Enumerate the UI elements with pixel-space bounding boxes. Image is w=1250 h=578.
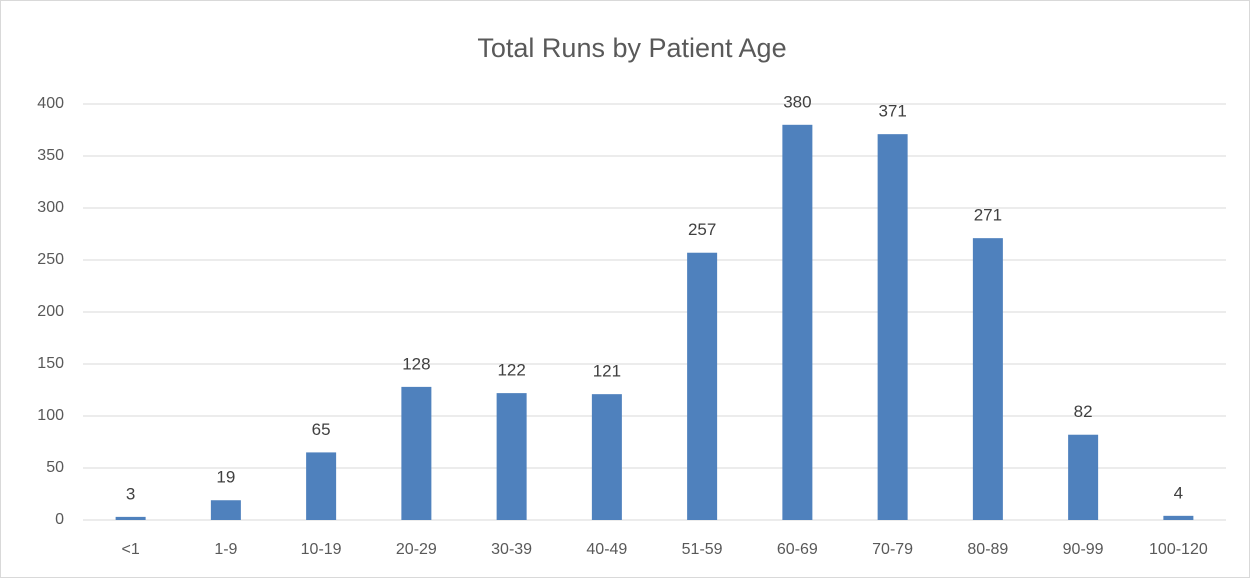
bar <box>972 238 1003 520</box>
data-label: 3 <box>126 484 135 503</box>
data-label: 271 <box>974 206 1002 225</box>
bar <box>401 386 432 520</box>
data-label: 121 <box>593 362 621 381</box>
data-label: 82 <box>1074 402 1093 421</box>
bar <box>687 252 718 520</box>
data-label: 19 <box>216 468 235 487</box>
bar <box>1163 515 1194 520</box>
x-tick-label: 70-79 <box>872 541 913 558</box>
y-tick-label: 150 <box>37 355 64 372</box>
x-tick-label: 51-59 <box>682 541 723 558</box>
data-label: 122 <box>497 361 525 380</box>
y-tick-label: 350 <box>37 147 64 164</box>
bar <box>782 124 813 521</box>
x-tick-label: 20-29 <box>396 541 437 558</box>
bar <box>115 516 146 520</box>
y-tick-label: 300 <box>37 199 64 216</box>
bar <box>496 393 527 520</box>
data-label: 371 <box>878 102 906 121</box>
y-tick-label: 100 <box>37 407 64 424</box>
data-label: 4 <box>1174 483 1183 502</box>
y-tick-label: 400 <box>37 95 64 112</box>
bar <box>591 394 622 520</box>
data-label: 65 <box>312 420 331 439</box>
x-tick-label: 40-49 <box>586 541 627 558</box>
x-tick-label: 80-89 <box>967 541 1008 558</box>
x-tick-label: 90-99 <box>1063 541 1104 558</box>
bar <box>877 134 908 520</box>
bar <box>1068 434 1099 520</box>
x-tick-label: <1 <box>122 541 140 558</box>
data-label: 257 <box>688 220 716 239</box>
chart-title: Total Runs by Patient Age <box>477 33 786 63</box>
x-tick-label: 30-39 <box>491 541 532 558</box>
y-tick-label: 50 <box>46 459 64 476</box>
y-tick-label: 200 <box>37 303 64 320</box>
bar <box>306 452 337 520</box>
x-tick-label: 10-19 <box>301 541 342 558</box>
x-tick-label: 100-120 <box>1149 541 1208 558</box>
bar <box>210 500 241 520</box>
x-tick-label: 60-69 <box>777 541 818 558</box>
data-label: 128 <box>402 354 430 373</box>
x-tick-label: 1-9 <box>214 541 237 558</box>
y-tick-label: 250 <box>37 251 64 268</box>
y-tick-label: 0 <box>55 511 64 528</box>
data-label: 380 <box>783 92 811 111</box>
